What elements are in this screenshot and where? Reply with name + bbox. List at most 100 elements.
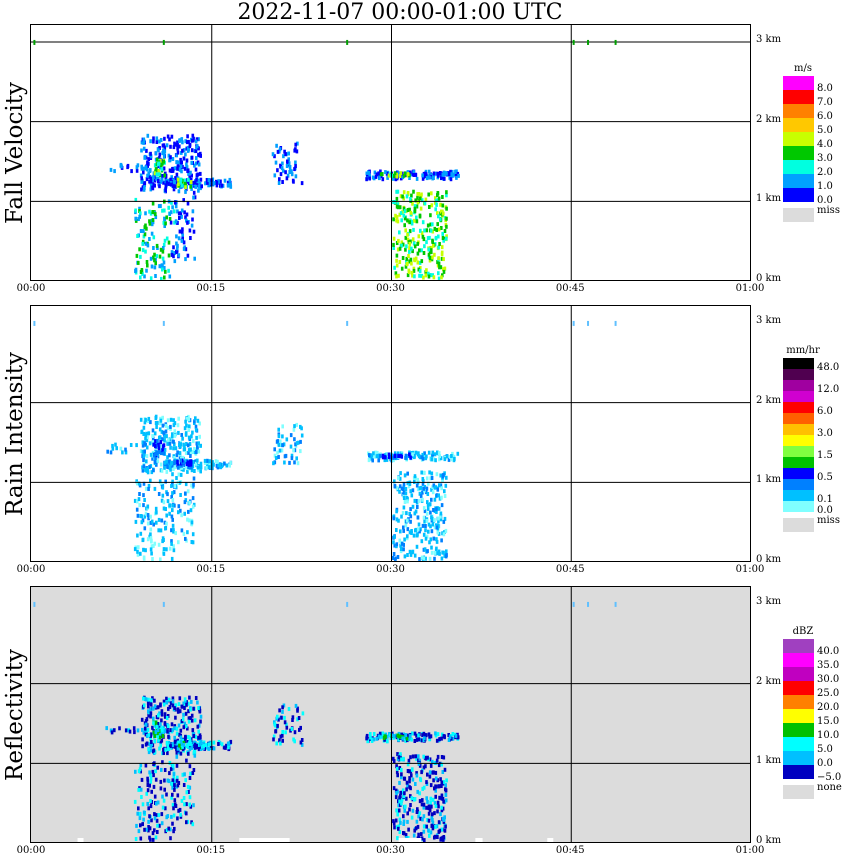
heatmap-cell [433, 252, 436, 257]
heatmap-cell [148, 179, 151, 184]
heatmap-cell [420, 273, 424, 278]
heatmap-cell [172, 183, 175, 188]
x-tick-label: 01:00 [735, 283, 765, 294]
heatmap-cell [299, 449, 302, 454]
heatmap-cell [401, 788, 405, 793]
heatmap-cell [432, 243, 435, 248]
heatmap-cell [207, 746, 210, 751]
heatmap-cell [173, 826, 176, 831]
heatmap-cell [196, 458, 199, 463]
heatmap-cell [165, 236, 169, 241]
legend-unit: mm/hr [786, 345, 820, 356]
heatmap-cell [425, 824, 428, 829]
heatmap-cell [402, 173, 406, 178]
plot-area [30, 586, 751, 843]
heatmap-cell [163, 714, 167, 719]
heatmap-cell [140, 777, 144, 782]
heatmap-cell [437, 214, 440, 219]
heatmap-cell [175, 763, 179, 768]
heatmap-cell [166, 418, 170, 423]
heatmap-cell [198, 733, 202, 738]
heatmap-cell [432, 778, 435, 783]
heatmap-cell [217, 463, 220, 468]
heatmap-cell [157, 148, 160, 153]
heatmap-cell [149, 707, 152, 712]
heatmap-cell [180, 704, 184, 709]
surface-echo [239, 838, 290, 842]
heatmap-cell [184, 711, 188, 716]
heatmap-cell [162, 430, 165, 435]
heatmap-cell [219, 179, 222, 184]
heatmap-cell [161, 256, 165, 261]
heatmap-cell [142, 703, 146, 708]
legend-swatch [783, 639, 814, 653]
heatmap-cell [170, 210, 173, 215]
heatmap-cell [162, 155, 166, 160]
heatmap-cell [187, 448, 191, 453]
heatmap-cell [182, 198, 185, 203]
heatmap-cell [174, 460, 177, 465]
heatmap-cell [409, 170, 412, 175]
heatmap-cell [400, 454, 404, 459]
heatmap-cell [164, 184, 168, 189]
heatmap-cell [416, 251, 420, 256]
heatmap-cell [174, 531, 177, 536]
heatmap-cell [424, 524, 427, 528]
heatmap-cell [279, 164, 283, 169]
heatmap-cell [276, 168, 279, 173]
heatmap-cell [400, 243, 403, 248]
heatmap-cell [149, 187, 153, 192]
heatmap-cell [157, 542, 161, 547]
heatmap-cell [457, 173, 460, 178]
heatmap-cell [431, 273, 434, 278]
heatmap-cell [190, 745, 194, 750]
heatmap-cell [142, 234, 146, 239]
heatmap-cell [416, 241, 419, 246]
heatmap-cell [163, 265, 166, 270]
heatmap-cell [406, 762, 410, 767]
heatmap-cell [146, 160, 149, 165]
heatmap-cell [149, 514, 152, 519]
heatmap-cell [447, 457, 451, 462]
heatmap-cell [189, 170, 192, 175]
heatmap-cell [147, 747, 150, 752]
heatmap-cell [167, 734, 170, 739]
heatmap-cell [417, 761, 421, 766]
heatmap-cell [404, 455, 407, 460]
heatmap-cell [419, 778, 423, 783]
heatmap-cell [404, 264, 408, 269]
heatmap-cell [445, 193, 448, 198]
legend-level-label: 5.0 [817, 744, 833, 755]
heatmap-cell [406, 208, 410, 212]
legend-level-label: 0.1 [817, 494, 833, 505]
heatmap-cell [431, 240, 434, 244]
heatmap-cell [441, 531, 444, 536]
heatmap-cell [178, 443, 181, 447]
heatmap-cell [433, 786, 436, 791]
heatmap-cell [163, 712, 167, 717]
heatmap-cell [159, 557, 162, 561]
heatmap-cell [411, 777, 415, 782]
heatmap-cell [431, 812, 434, 817]
heatmap-cell [161, 734, 165, 738]
heatmap-cell [426, 506, 430, 511]
heatmap-cell [299, 725, 302, 730]
heatmap-cell [401, 171, 404, 176]
heatmap-cell [392, 540, 395, 545]
heatmap-cell [393, 557, 397, 561]
heatmap-cell [443, 735, 446, 740]
heatmap-cell [435, 738, 439, 743]
heatmap-cell [161, 151, 164, 155]
heatmap-cell [449, 169, 452, 174]
heatmap-cell [375, 736, 379, 741]
heatmap-cell [430, 815, 434, 820]
heatmap-cell [113, 728, 116, 733]
heatmap-cell [410, 815, 414, 820]
heatmap-cell [277, 442, 281, 447]
heatmap-cell [149, 154, 153, 159]
heatmap-cell [400, 266, 404, 271]
heatmap-cell [406, 273, 410, 278]
heatmap-cell [170, 495, 173, 499]
heatmap-cell [138, 214, 141, 219]
heatmap-cell [169, 445, 172, 450]
